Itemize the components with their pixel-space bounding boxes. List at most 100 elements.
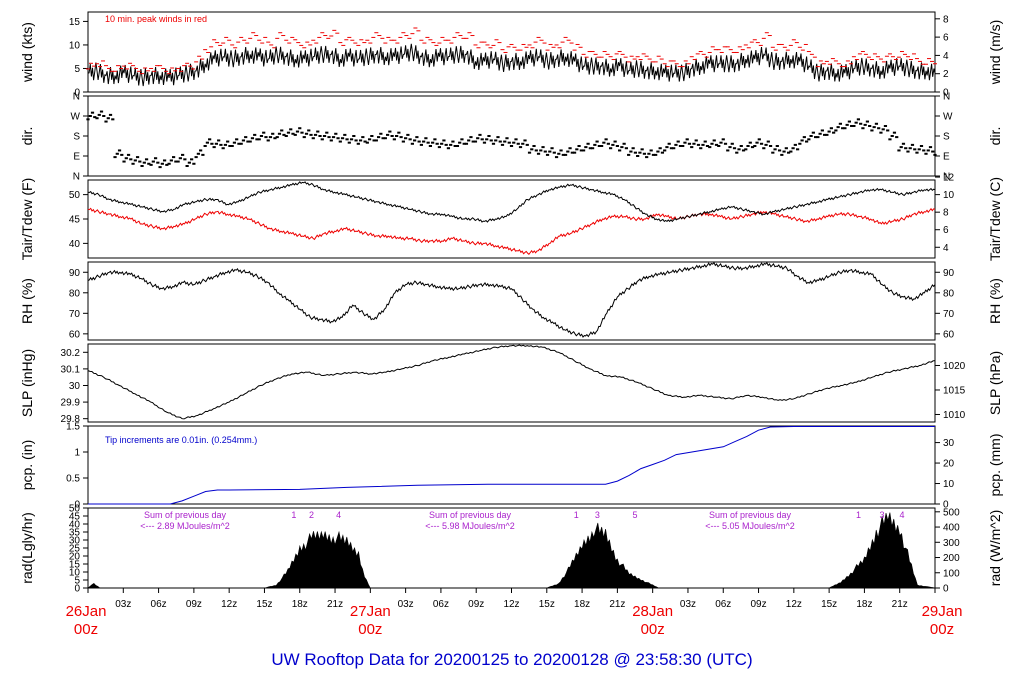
dir-point bbox=[798, 142, 802, 145]
temp-ylabel-right: Tair/Tdew (C) bbox=[987, 177, 1003, 261]
dir-point bbox=[793, 143, 797, 146]
dir-point bbox=[460, 138, 464, 141]
dir-point bbox=[336, 137, 340, 140]
time-axis-day-time-label: 00z bbox=[930, 621, 954, 638]
dir-point bbox=[931, 150, 935, 153]
dir-point bbox=[852, 125, 856, 127]
rad-panel-frame bbox=[87, 507, 936, 589]
dir-point bbox=[327, 136, 331, 139]
dir-point bbox=[753, 145, 757, 147]
dir-point bbox=[259, 135, 264, 137]
dir-point bbox=[383, 137, 387, 140]
dir-point bbox=[162, 159, 167, 162]
dir-point bbox=[897, 149, 901, 152]
dir-point bbox=[669, 147, 674, 150]
dir-point bbox=[832, 131, 836, 134]
dir-point bbox=[108, 113, 113, 116]
dir-point bbox=[199, 149, 203, 152]
dir-point bbox=[917, 148, 921, 151]
dir-point bbox=[131, 162, 135, 165]
tair-series-line bbox=[87, 181, 936, 223]
dir-point bbox=[282, 133, 286, 136]
pcp-left-tick-label: 1 bbox=[74, 448, 80, 459]
time-axis-hour-label: 18z bbox=[292, 599, 308, 610]
dir-point bbox=[95, 117, 99, 120]
pcp-series-line bbox=[88, 426, 935, 505]
dir-point bbox=[340, 137, 345, 140]
temp-right-tick-label: 4 bbox=[943, 243, 949, 254]
dir-point bbox=[557, 152, 561, 155]
dir-point bbox=[703, 140, 707, 143]
dir-point bbox=[93, 116, 97, 119]
dir-point bbox=[789, 150, 793, 153]
dir-point bbox=[140, 165, 144, 167]
rh-left-tick-label: 60 bbox=[69, 329, 81, 340]
dir-point bbox=[435, 142, 439, 145]
dir-point bbox=[138, 160, 142, 163]
dir-point bbox=[933, 153, 937, 156]
wind-panel-frame bbox=[87, 11, 936, 93]
dir-point bbox=[352, 135, 356, 137]
dir-point bbox=[478, 133, 482, 136]
dir-point bbox=[255, 138, 259, 141]
dir-point bbox=[746, 145, 750, 147]
time-axis-hour-label: 15z bbox=[821, 599, 837, 610]
dir-point bbox=[870, 129, 874, 132]
dir-point bbox=[176, 160, 180, 163]
dir-point bbox=[850, 125, 854, 127]
dir-point bbox=[723, 142, 728, 145]
dir-point bbox=[311, 137, 315, 140]
dir-point bbox=[685, 138, 689, 141]
dir-point bbox=[165, 163, 169, 166]
dir-point bbox=[122, 160, 126, 163]
dir-point bbox=[924, 152, 928, 155]
dir-point bbox=[273, 137, 277, 140]
dir-point bbox=[469, 136, 473, 139]
dir-point bbox=[442, 139, 446, 142]
dir-point bbox=[160, 162, 164, 165]
dir-left-tick-label: S bbox=[73, 132, 80, 143]
dir-point bbox=[462, 142, 466, 145]
rad-ylabel-right: rad (W/m^2) bbox=[987, 510, 1003, 587]
dir-left-tick-label: N bbox=[73, 172, 80, 183]
dir-point bbox=[226, 140, 230, 143]
dir-point bbox=[748, 141, 752, 144]
dir-point bbox=[349, 138, 354, 141]
pcp-right-tick-label: 20 bbox=[943, 459, 955, 470]
dir-point bbox=[525, 143, 529, 146]
rad-annotation-line2: <--- 5.05 MJoules/m^2 bbox=[705, 521, 795, 531]
dir-point bbox=[654, 153, 658, 156]
dir-point bbox=[642, 152, 647, 155]
dir-point bbox=[401, 140, 405, 143]
dir-point bbox=[248, 140, 252, 143]
dir-point bbox=[588, 147, 592, 150]
dir-point bbox=[404, 137, 408, 140]
dir-point bbox=[156, 161, 160, 164]
slp-left-tick-label: 30.2 bbox=[61, 348, 81, 359]
pcp-right-tick-label: 0 bbox=[943, 500, 949, 511]
dir-point bbox=[467, 139, 471, 142]
dir-point bbox=[187, 161, 191, 164]
dir-point bbox=[451, 140, 455, 143]
dir-point bbox=[735, 151, 739, 154]
pcp-right-tick-label: 30 bbox=[943, 438, 955, 449]
dir-point bbox=[647, 152, 651, 155]
dir-point bbox=[825, 133, 829, 136]
dir-point bbox=[568, 147, 572, 150]
dir-point bbox=[440, 142, 444, 145]
dir-ylabel-right: dir. bbox=[987, 127, 1003, 146]
dir-point bbox=[640, 148, 644, 151]
time-axis-hour-label: 06z bbox=[433, 599, 449, 610]
dir-point bbox=[144, 158, 149, 161]
dir-point bbox=[602, 141, 606, 144]
dir-point bbox=[672, 147, 676, 150]
wind-ylabel-right: wind (m/s) bbox=[987, 20, 1003, 86]
dir-point bbox=[167, 162, 171, 165]
dir-point bbox=[926, 149, 930, 152]
dir-point bbox=[286, 131, 291, 134]
dir-point bbox=[681, 145, 685, 147]
wind-right-tick-label: 4 bbox=[943, 51, 949, 62]
dir-point bbox=[604, 138, 608, 141]
dir-right-tick-label: W bbox=[943, 112, 953, 123]
rad-left-tick-label: 50 bbox=[69, 504, 81, 515]
